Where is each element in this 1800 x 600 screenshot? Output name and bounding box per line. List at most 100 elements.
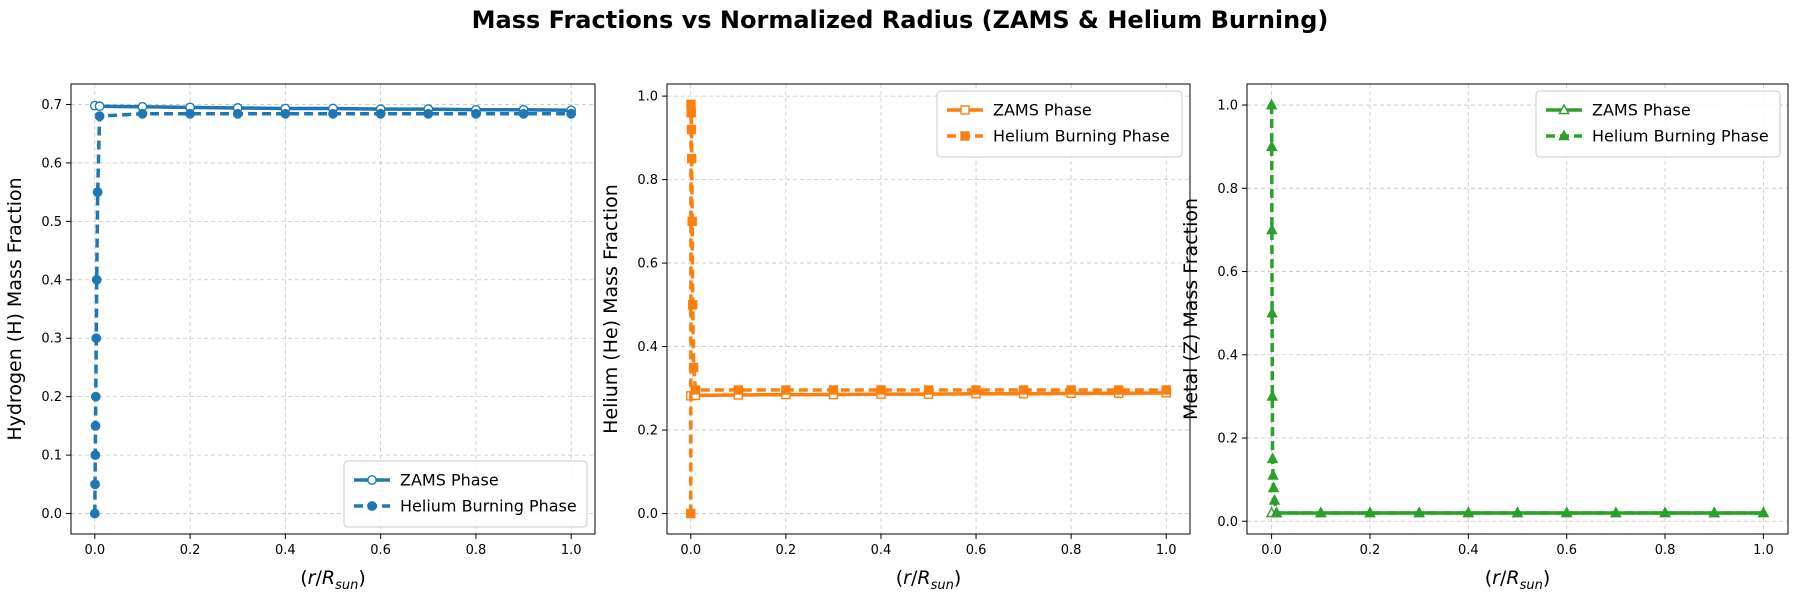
z-series-1-point-15 [1560,506,1573,518]
z-legend-marker-1 [1558,129,1570,141]
he-x-tick-label-3: 0.6 [966,543,987,558]
he-legend: ZAMS Phase Helium Burning Phase [936,90,1183,158]
he-legend-entry-0: ZAMS Phase [947,101,1092,120]
h-series-1-point-11 [232,108,243,119]
he-series-1 [686,99,1171,519]
z-legend: ZAMS Phase Helium Burning Phase [1535,90,1781,158]
z-series-1-point-3 [1266,306,1278,318]
figure-title: Mass Fractions vs Normalized Radius (ZAM… [471,6,1329,34]
z-x-tick-label-0: 0.0 [1261,543,1282,558]
z-y-axis-label: Metal (Z) Mass Fraction [1180,198,1202,420]
he-series-1-point-3 [686,124,697,135]
h-series-1-point-6 [91,274,102,285]
z-series-1-point-9 [1270,506,1283,518]
z-series-1 [1265,98,1770,518]
z-y-tick-label-5: 1.0 [1217,99,1238,114]
h-legend-label-0: ZAMS Phase [400,471,499,490]
h-y-tick-label-7: 0.7 [41,98,62,113]
h-legend-entry-0: ZAMS Phase [354,471,499,490]
z-y-tick-label-2: 0.4 [1217,348,1238,363]
h-series-1-point-2 [90,450,101,461]
h-y-tick-label-2: 0.2 [41,390,62,405]
h-series-1 [89,108,577,519]
z-legend-label-1: Helium Burning Phase [1592,127,1769,146]
he-y-tick-label-5: 1.0 [637,90,658,105]
metal-panel: 0.0 0.2 0.4 0.6 0.8 1.0 0.0 0.2 0.4 0.6 0.8 1.0 Meta… [1180,83,1789,593]
he-series-1-point-11 [828,385,839,395]
he-y-tick-label-4: 0.8 [637,173,658,188]
he-series-1-point-7 [688,362,699,373]
he-series-1-line [689,102,1167,514]
he-series-1-point-16 [1066,385,1076,395]
he-x-tick-label-2: 0.4 [871,543,892,558]
h-series-1-point-10 [185,108,195,119]
he-legend-marker-0 [960,105,970,115]
he-series-1-point-6 [687,300,698,310]
h-legend: ZAMS Phase Helium Burning Phase [343,460,588,528]
h-series-1-point-8 [94,111,105,122]
h-series-1-point-13 [328,108,338,119]
z-y-tick-label-0: 0.0 [1217,515,1238,530]
h-legend-entry-1: Helium Burning Phase [354,497,577,516]
z-x-tick-label-2: 0.4 [1458,543,1479,558]
z-legend-marker-0 [1558,103,1570,115]
h-series-1-point-1 [90,479,100,490]
z-legend-entry-1: Helium Burning Phase [1546,127,1769,146]
h-y-tick-label-3: 0.3 [41,332,62,347]
h-y-tick-label-6: 0.6 [41,156,62,171]
z-series-1-point-14 [1511,506,1524,518]
helium-panel: 0.0 0.2 0.4 0.6 0.8 1.0 0.0 0.2 0.4 0.6 0.8 1.0 Heli… [600,83,1191,593]
h-series-1-point-3 [90,420,101,431]
he-series-1-point-17 [1113,385,1124,395]
h-series-1-point-17 [518,108,529,119]
z-series-1-point-19 [1757,506,1770,518]
h-x-tick-label-0: 0.0 [84,543,105,558]
h-series-1-point-7 [92,187,103,198]
z-y-tick-label-4: 0.8 [1217,182,1238,197]
z-series-1-point-13 [1462,506,1475,518]
he-series-1-point-14 [971,385,981,395]
z-legend-box [1535,90,1781,158]
h-legend-label-1: Helium Burning Phase [400,497,577,516]
hydrogen-panel: 0.0 0.2 0.4 0.6 0.8 1.0 0.0 0.1 0.2 0.3 0.4 0.5 0.6 0… [4,83,596,593]
z-series-1-point-2 [1266,223,1278,235]
he-y-tick-label-0: 0.0 [637,507,658,522]
h-series-1-point-16 [471,108,481,119]
z-y-tick-label-1: 0.2 [1217,432,1238,447]
h-series-1-point-14 [375,108,386,119]
z-series-1-point-11 [1364,506,1376,518]
z-series-1-point-17 [1659,506,1671,518]
he-y-tick-label-2: 0.4 [637,340,658,355]
z-legend-label-0: ZAMS Phase [1592,101,1691,120]
z-series-1-point-7 [1267,481,1280,493]
z-series-1-point-6 [1267,468,1279,480]
he-series-1-point-1 [686,99,696,110]
z-x-tick-label-3: 0.6 [1556,543,1577,558]
he-series-1-point-12 [876,385,886,395]
he-legend-box [936,90,1183,158]
h-series-1-point-4 [90,391,101,402]
z-x-tick-label-5: 1.0 [1753,543,1774,558]
z-series-1-point-4 [1266,389,1279,401]
z-series-1-point-16 [1610,506,1622,518]
h-x-axis-label: (r/Rsun) [300,567,366,593]
h-y-tick-label-1: 0.1 [41,449,62,464]
h-y-tick-label-5: 0.5 [41,215,62,230]
z-x-tick-label-4: 0.8 [1655,543,1676,558]
z-series-1-point-0 [1265,98,1278,110]
he-x-tick-label-1: 0.2 [776,543,797,558]
h-series-0-line [94,103,572,113]
h-y-tick-label-0: 0.0 [41,507,62,522]
he-series-0-line [690,391,1167,398]
h-y-axis-label: Hydrogen (H) Mass Fraction [4,177,26,440]
he-legend-label-0: ZAMS Phase [993,101,1092,120]
h-series-1-point-9 [137,108,148,119]
he-y-tick-label-3: 0.6 [637,257,658,272]
h-series-1-point-18 [566,108,577,119]
h-axes-frame [70,83,596,535]
he-axes-frame [666,83,1191,535]
he-legend-marker-1 [960,131,970,141]
he-series-1-point-13 [923,385,934,395]
he-x-tick-label-5: 1.0 [1156,543,1177,558]
